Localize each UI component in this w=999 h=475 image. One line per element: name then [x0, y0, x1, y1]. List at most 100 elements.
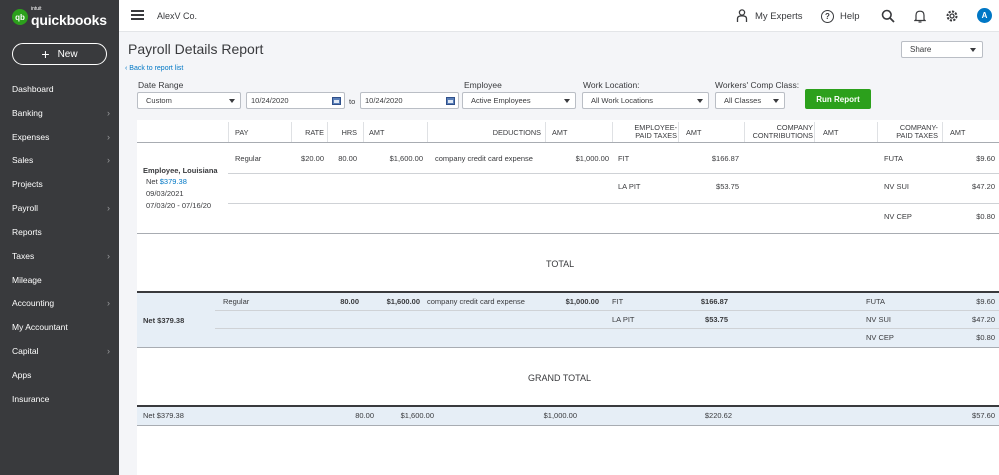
total-co-tax-name: NV SUI: [866, 315, 892, 324]
total-band: [137, 293, 999, 347]
new-button[interactable]: + New: [12, 43, 107, 65]
col-header-amt: AMT: [552, 128, 568, 137]
my-experts-label: My Experts: [755, 10, 803, 22]
total-emp-tax-amt: $166.87: [700, 297, 728, 306]
date-range-select[interactable]: Custom: [137, 92, 241, 109]
logo-quickbooks-text: quickbooks: [31, 12, 107, 28]
top-bar: AlexV Co. My Experts ? Help A: [119, 0, 999, 32]
workers-comp-class-select[interactable]: All Classes: [715, 92, 785, 109]
main-content: Payroll Details Report Share ‹ Back to r…: [119, 32, 999, 475]
user-avatar[interactable]: A: [977, 8, 992, 23]
share-label: Share: [910, 45, 932, 54]
grand-total-emp-taxes-amt: $220.62: [704, 411, 732, 420]
back-to-report-list-link[interactable]: ‹ Back to report list: [125, 65, 184, 72]
total-net: Net $379.38: [143, 316, 185, 325]
emp-tax-name: LA PIT: [618, 182, 641, 191]
sidebar-item-projects[interactable]: Projects: [12, 179, 43, 189]
total-deduction-amt: $1,000.00: [565, 297, 599, 306]
total-title: TOTAL: [546, 259, 575, 269]
search-button[interactable]: [881, 0, 895, 32]
page-title: Payroll Details Report: [128, 41, 264, 57]
co-tax-name: NV SUI: [884, 182, 910, 191]
help-button[interactable]: ? Help: [821, 0, 860, 32]
calendar-icon[interactable]: [332, 96, 341, 105]
sidebar-item-reports[interactable]: Reports: [12, 227, 42, 237]
total-amt: $1,600.00: [386, 297, 420, 306]
sidebar-item-capital[interactable]: Capital ›: [12, 346, 110, 356]
sidebar-item-taxes[interactable]: Taxes ›: [12, 251, 110, 261]
employee-net[interactable]: Net $379.38: [146, 177, 187, 186]
chevron-right-icon: ›: [107, 155, 110, 165]
hamburger-icon[interactable]: [131, 10, 144, 20]
pay-amt: $1,600.00: [389, 154, 423, 163]
sidebar-item-mileage[interactable]: Mileage: [12, 275, 42, 285]
settings-button[interactable]: [945, 0, 959, 32]
total-co-tax-name: FUTA: [866, 297, 886, 306]
pay-type: Regular: [235, 154, 262, 163]
grand-total-net: Net $379.38: [143, 411, 184, 420]
col-header-amt: AMT: [369, 128, 385, 137]
quickbooks-logo[interactable]: qb intuit quickbooks: [12, 7, 107, 27]
col-header-deductions: DEDUCTIONS: [492, 128, 541, 137]
sidebar-item-apps[interactable]: Apps: [12, 370, 32, 380]
chevron-left-icon: ‹: [125, 65, 130, 72]
col-header-company-contributions: COMPANY CONTRIBUTIONS: [752, 123, 813, 140]
chevron-down-icon: [970, 47, 976, 52]
run-report-button[interactable]: Run Report: [805, 89, 871, 109]
deduction-name: company credit card expense: [435, 154, 533, 163]
sidebar-item-accounting[interactable]: Accounting ›: [12, 298, 110, 308]
qb-logo-icon: qb: [12, 9, 28, 25]
date-to-input[interactable]: 10/24/2020: [360, 92, 459, 109]
date-from-input[interactable]: 10/24/2020: [246, 92, 345, 109]
calendar-icon[interactable]: [446, 96, 455, 105]
employee-select[interactable]: Active Employees: [462, 92, 576, 109]
employee-pay-period: 07/03/20 - 07/16/20: [146, 201, 212, 210]
sidebar-item-dashboard[interactable]: Dashboard: [12, 84, 54, 94]
chevron-right-icon: ›: [107, 251, 110, 261]
sidebar-item-banking[interactable]: Banking ›: [12, 108, 110, 118]
col-header-pay: PAY: [235, 128, 249, 137]
total-pay-type: Regular: [223, 297, 250, 306]
co-tax-amt: $0.80: [976, 212, 995, 221]
grand-total-deduction-amt: $1,000.00: [543, 411, 577, 420]
total-deduction-name: company credit card expense: [427, 297, 525, 306]
sidebar-item-my-accountant[interactable]: My Accountant: [12, 322, 68, 332]
employee-name: Employee, Louisiana: [143, 166, 218, 175]
share-dropdown[interactable]: Share: [901, 41, 983, 58]
my-experts-button[interactable]: My Experts: [736, 0, 803, 32]
total-emp-tax-amt: $53.75: [705, 315, 728, 324]
total-co-tax-name: NV CEP: [866, 333, 894, 342]
total-emp-tax-name: LA PIT: [612, 315, 635, 324]
grand-total-hrs: 80.00: [355, 411, 374, 420]
work-location-select[interactable]: All Work Locations: [582, 92, 709, 109]
gear-icon: [946, 10, 958, 22]
col-header-amt: AMT: [686, 128, 702, 137]
work-location-label: Work Location:: [583, 80, 640, 90]
total-hrs: 80.00: [340, 297, 359, 306]
to-label: to: [349, 97, 356, 106]
date-range-label: Date Range: [138, 80, 184, 90]
col-header-company-paid-taxes: COMPANY- PAID TAXES: [896, 123, 938, 140]
sidebar-item-payroll[interactable]: Payroll ›: [12, 203, 110, 213]
payroll-report: PAY RATE HRS AMT DEDUCTIONS AMT EMPLOYEE…: [137, 120, 999, 475]
col-header-amt: AMT: [823, 128, 839, 137]
col-header-amt: AMT: [950, 128, 966, 137]
grand-total-title: GRAND TOTAL: [528, 373, 592, 383]
notifications-button[interactable]: [914, 0, 926, 32]
col-header-hrs: HRS: [341, 128, 357, 137]
col-header-employee-paid-taxes: EMPLOYEE- PAID TAXES: [634, 123, 677, 140]
total-co-tax-amt: $47.20: [972, 315, 995, 324]
help-label: Help: [840, 10, 860, 22]
sidebar-item-expenses[interactable]: Expenses ›: [12, 132, 110, 142]
sidebar-item-sales[interactable]: Sales ›: [12, 155, 110, 165]
search-icon: [881, 9, 895, 23]
chevron-right-icon: ›: [107, 132, 110, 142]
grand-total-amt: $1,600.00: [400, 411, 434, 420]
help-icon: ?: [821, 9, 834, 23]
deduction-amt: $1,000.00: [575, 154, 609, 163]
pay-hrs: 80.00: [338, 154, 357, 163]
total-co-tax-amt: $0.80: [976, 333, 995, 342]
emp-tax-name: FIT: [618, 154, 630, 163]
chevron-down-icon: [564, 98, 570, 103]
sidebar-item-insurance[interactable]: Insurance: [12, 394, 50, 404]
